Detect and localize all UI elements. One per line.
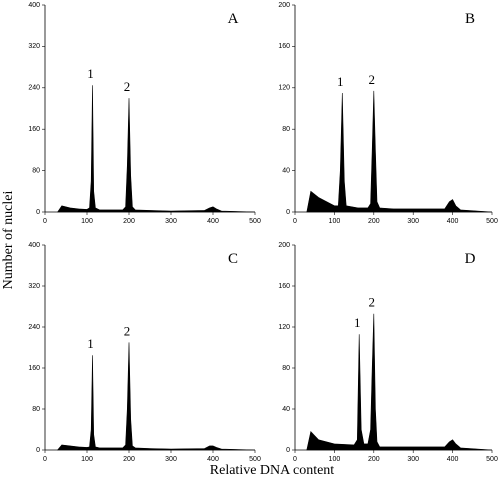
peak-label: 1 [337,74,344,89]
x-tick-label: 400 [447,456,459,463]
panel-letter: D [465,251,476,267]
x-tick-label: 300 [407,456,419,463]
x-tick-label: 400 [207,218,219,225]
panel-letter: B [465,11,475,27]
x-tick-label: 0 [293,218,297,225]
y-tick-label: 320 [28,43,40,50]
x-tick-label: 500 [486,456,498,463]
x-tick-label: 100 [329,218,341,225]
y-tick-label: 200 [278,2,290,9]
peak-label: 2 [124,79,131,94]
peak-label: 1 [87,336,94,351]
y-tick-label: 80 [282,365,290,372]
y-tick-label: 160 [278,43,290,50]
histogram [56,342,256,451]
y-tick-label: 0 [36,209,40,216]
y-tick-label: 240 [28,324,40,331]
x-tick-label: 300 [165,218,177,225]
x-tick-label: 500 [249,218,261,225]
y-tick-label: 0 [286,447,290,454]
x-tick-label: 0 [43,218,47,225]
y-tick-label: 160 [28,365,40,372]
y-tick-label: 320 [28,283,40,290]
y-tick-label: 0 [36,447,40,454]
y-tick-label: 200 [278,242,290,249]
x-tick-label: 300 [407,218,419,225]
x-tick-label: 300 [165,456,177,463]
x-tick-label: 100 [81,218,93,225]
x-tick-label: 500 [486,218,498,225]
peak-label: 2 [124,323,131,338]
x-tick-label: 100 [329,456,341,463]
x-tick-label: 200 [368,218,380,225]
panel-letter: A [228,11,239,27]
x-tick-label: 200 [368,456,380,463]
x-tick-label: 400 [207,456,219,463]
y-tick-label: 120 [278,324,290,331]
x-tick-label: 0 [43,456,47,463]
x-tick-label: 400 [447,218,459,225]
y-tick-label: 160 [28,126,40,133]
peak-label: 1 [87,66,94,81]
x-tick-label: 200 [123,456,135,463]
y-tick-label: 400 [28,2,40,9]
y-tick-label: 240 [28,85,40,92]
peak-label: 1 [354,315,361,330]
y-tick-label: 400 [28,242,40,249]
y-tick-label: 160 [278,283,290,290]
x-tick-label: 100 [81,456,93,463]
y-tick-label: 80 [32,406,40,413]
histogram [57,85,256,213]
peak-label: 2 [369,295,376,310]
y-tick-label: 40 [282,406,290,413]
histogram [306,90,493,213]
histogram [306,313,493,451]
x-tick-label: 500 [249,456,261,463]
peak-label: 2 [369,72,376,87]
x-tick-label: 200 [123,218,135,225]
y-tick-label: 40 [282,167,290,174]
x-tick-label: 0 [293,456,297,463]
y-tick-label: 0 [286,209,290,216]
x-axis-title: Relative DNA content [210,463,335,478]
y-tick-label: 120 [278,85,290,92]
y-tick-label: 80 [32,167,40,174]
panel-letter: C [228,251,238,267]
y-tick-label: 80 [282,126,290,133]
y-axis-title: Number of nuclei [1,191,16,290]
